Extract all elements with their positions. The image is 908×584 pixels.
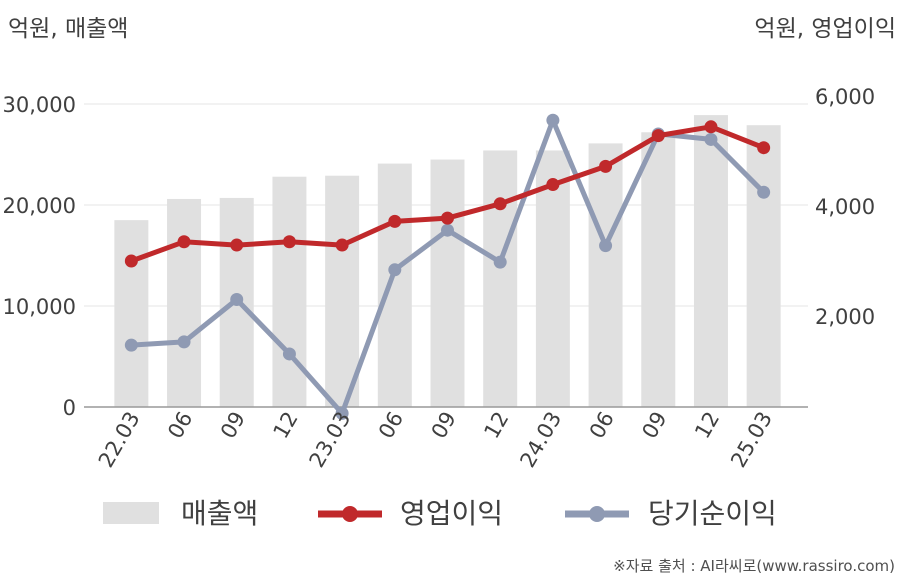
point-operating-profit-12 bbox=[757, 141, 771, 155]
point-operating-profit-8 bbox=[546, 178, 560, 192]
point-net-income-5 bbox=[388, 263, 402, 277]
point-net-income-6 bbox=[441, 223, 454, 237]
y-right-tick-1: 4,000 bbox=[815, 195, 875, 219]
point-operating-profit-11 bbox=[704, 120, 718, 134]
point-operating-profit-5 bbox=[388, 214, 402, 228]
legend: 매출액 영업이익 당기순이익 bbox=[103, 497, 777, 530]
bar-revenue-3 bbox=[272, 176, 307, 407]
point-net-income-11 bbox=[704, 132, 718, 146]
bar-revenue-5 bbox=[377, 163, 412, 407]
source-text: ※자료 출처 : AI라씨로(www.rassiro.com) bbox=[613, 557, 895, 575]
point-operating-profit-3 bbox=[282, 235, 296, 249]
bar-revenue-4 bbox=[325, 175, 360, 407]
y-left-tick-2: 20,000 bbox=[3, 194, 76, 218]
bar-layer bbox=[114, 115, 781, 408]
x-tick-2: 09 bbox=[216, 408, 250, 443]
point-net-income-1 bbox=[177, 335, 191, 349]
x-tick-8: 24.03 bbox=[515, 408, 566, 472]
bar-revenue-10 bbox=[641, 132, 676, 407]
y-left-tick-3: 30,000 bbox=[3, 93, 76, 117]
point-operating-profit-6 bbox=[441, 211, 454, 225]
x-tick-0: 22.03 bbox=[94, 408, 145, 472]
point-net-income-4 bbox=[335, 406, 349, 420]
bar-revenue-1 bbox=[167, 198, 202, 407]
bar-revenue-11 bbox=[693, 115, 728, 408]
x-tick-7: 12 bbox=[479, 408, 513, 443]
bar-revenue-0 bbox=[114, 220, 149, 407]
x-tick-1: 06 bbox=[163, 408, 197, 443]
x-tick-10: 09 bbox=[637, 408, 671, 443]
point-net-income-9 bbox=[599, 239, 613, 253]
point-net-income-0 bbox=[124, 338, 138, 352]
right-axis-unit: 억원, 영업이익 bbox=[754, 16, 896, 42]
y-right-tick-0: 2,000 bbox=[815, 305, 875, 329]
legend-label-net-income: 당기순이익 bbox=[648, 497, 777, 530]
bar-revenue-8 bbox=[535, 150, 570, 407]
point-net-income-8 bbox=[546, 113, 560, 127]
legend-label-revenue: 매출액 bbox=[181, 497, 258, 530]
x-tick-9: 06 bbox=[585, 408, 619, 443]
x-tick-4: 23.03 bbox=[305, 408, 356, 472]
legend-marker-operating-profit bbox=[342, 506, 358, 522]
point-net-income-12 bbox=[757, 185, 771, 199]
x-tick-11: 12 bbox=[690, 408, 724, 443]
point-operating-profit-9 bbox=[599, 159, 613, 173]
legend-swatch-revenue bbox=[103, 502, 159, 524]
y-left-tick-1: 10,000 bbox=[3, 295, 76, 319]
point-operating-profit-7 bbox=[493, 197, 507, 211]
legend-label-operating-profit: 영업이익 bbox=[400, 497, 503, 530]
bar-revenue-12 bbox=[746, 125, 781, 408]
point-operating-profit-1 bbox=[177, 235, 191, 249]
x-tick-6: 09 bbox=[427, 408, 461, 443]
bar-revenue-7 bbox=[483, 150, 518, 407]
point-operating-profit-0 bbox=[124, 254, 138, 268]
point-net-income-3 bbox=[282, 347, 296, 361]
point-net-income-7 bbox=[493, 255, 507, 269]
y-left-tick-0: 0 bbox=[63, 396, 76, 420]
point-operating-profit-4 bbox=[335, 238, 349, 252]
point-operating-profit-2 bbox=[230, 238, 244, 252]
bar-revenue-6 bbox=[430, 159, 465, 407]
point-operating-profit-10 bbox=[651, 129, 665, 143]
line-layer bbox=[124, 113, 771, 420]
bar-revenue-9 bbox=[588, 143, 623, 407]
x-tick-12: 25.03 bbox=[726, 408, 777, 472]
x-tick-5: 06 bbox=[374, 408, 408, 443]
x-tick-3: 12 bbox=[269, 408, 303, 443]
point-net-income-2 bbox=[230, 293, 244, 306]
y-right-tick-2: 6,000 bbox=[815, 85, 875, 109]
legend-marker-net-income bbox=[589, 506, 605, 522]
left-axis-unit: 억원, 매출액 bbox=[8, 16, 128, 42]
